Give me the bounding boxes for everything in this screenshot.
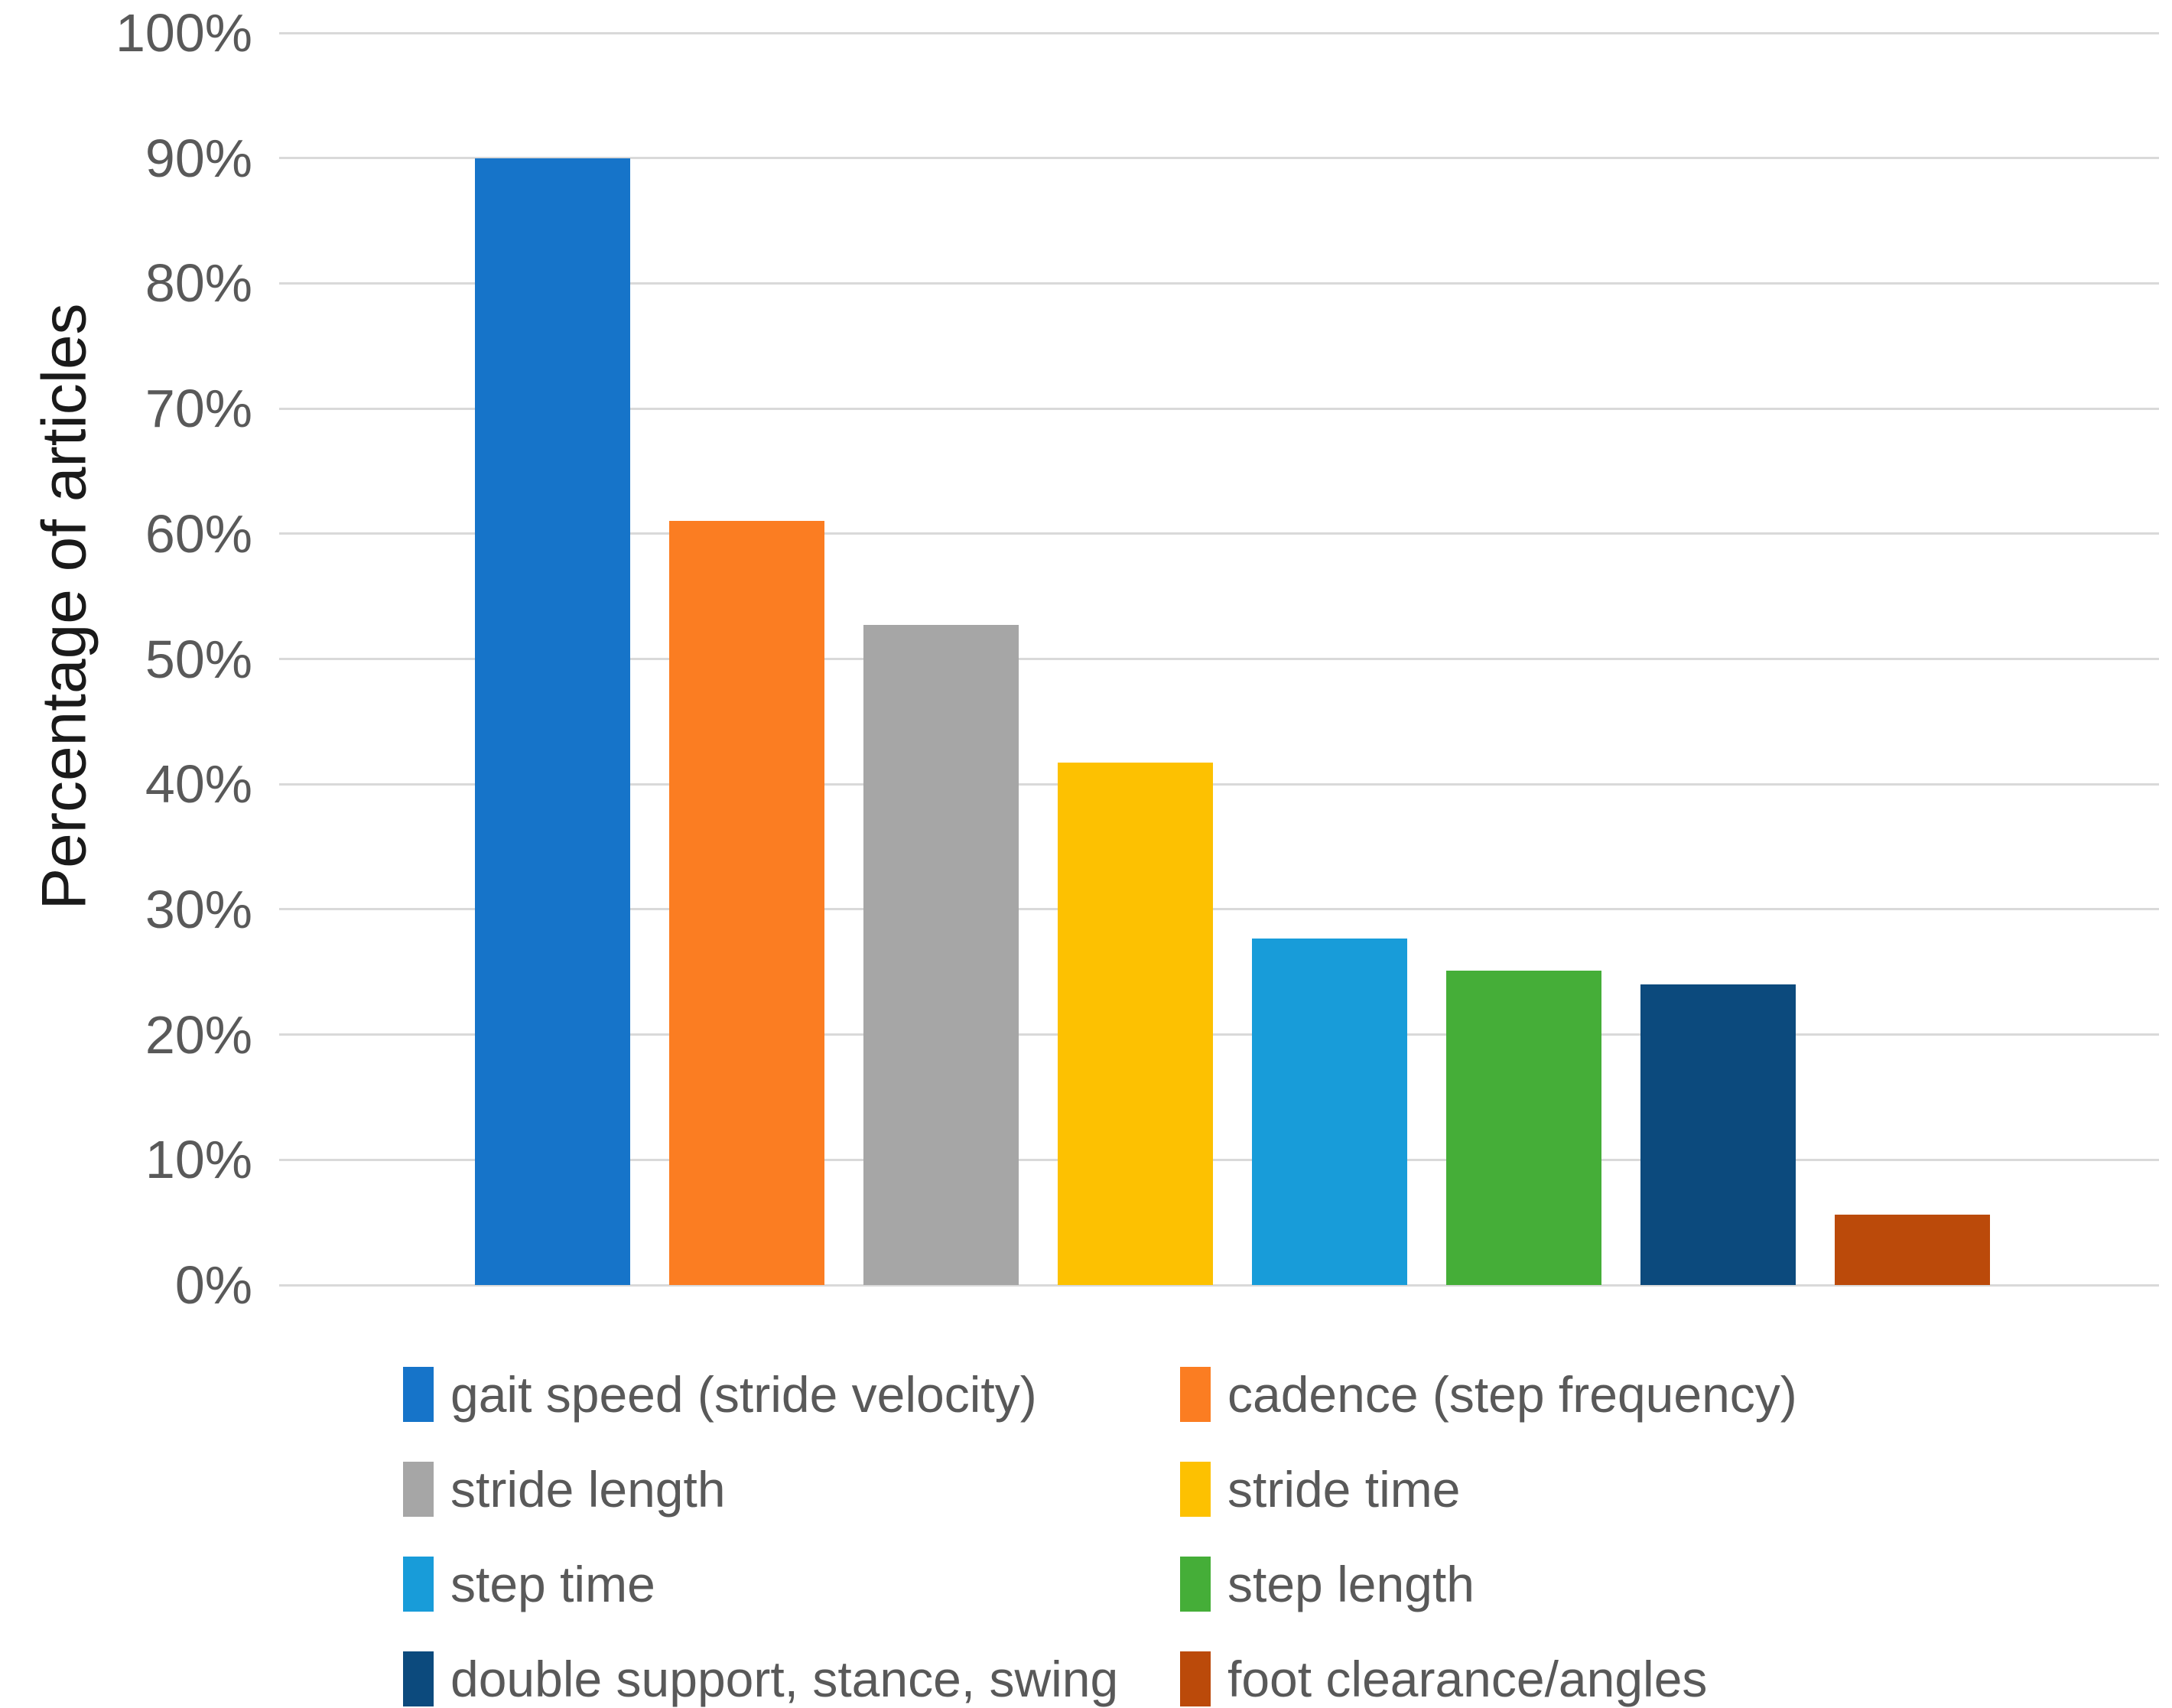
y-tick-label-0: 0% [174,1255,252,1315]
legend-swatch-gait-speed-stride-velocity [403,1367,434,1422]
y-tick-label-30: 30% [145,879,252,939]
legend-item-stride-time: stride time [1180,1455,1797,1524]
legend-item-stride-length: stride length [403,1455,1180,1524]
gridline-60 [279,532,2159,535]
legend-item-gait-speed-stride-velocity: gait speed (stride velocity) [403,1360,1180,1429]
bar-stride-length [863,625,1019,1285]
legend-swatch-double-support-stance-swing [403,1651,434,1706]
legend-label-stride-length: stride length [450,1461,726,1518]
legend-label-foot-clearance-angles: foot clearance/angles [1227,1651,1708,1707]
gridline-90 [279,157,2159,160]
legend-item-step-time: step time [403,1550,1180,1619]
legend-item-double-support-stance-swing: double support, stance, swing [403,1645,1180,1708]
y-tick-label-40: 40% [145,754,252,815]
bar-double-support-stance-swing [1640,984,1796,1285]
legend-swatch-stride-length [403,1462,434,1517]
y-tick-label-50: 50% [145,629,252,689]
y-tick-label-20: 20% [145,1004,252,1065]
bar-step-time [1252,938,1407,1285]
bar-cadence-step-frequency [669,521,824,1285]
bar-foot-clearance-angles [1835,1215,1990,1285]
legend-label-step-time: step time [450,1556,655,1612]
bar-step-length [1446,971,1601,1285]
legend-label-step-length: step length [1227,1556,1475,1612]
legend-swatch-foot-clearance-angles [1180,1651,1211,1706]
y-tick-label-100: 100% [115,3,252,63]
gridline-50 [279,658,2159,660]
bar-gait-speed-stride-velocity [475,158,630,1285]
gridline-80 [279,281,2159,285]
legend-item-cadence-step-frequency: cadence (step frequency) [1180,1360,1797,1429]
legend-label-double-support-stance-swing: double support, stance, swing [450,1651,1119,1707]
legend-swatch-stride-time [1180,1462,1211,1517]
legend: gait speed (stride velocity) cadence (ste… [403,1360,1797,1708]
legend-item-foot-clearance-angles: foot clearance/angles [1180,1645,1797,1708]
gridline-30 [279,908,2159,911]
gridline-20 [279,1033,2159,1036]
y-tick-label-80: 80% [145,253,252,314]
gridline-40 [279,782,2159,786]
plot-area [279,31,2159,1287]
gridline-70 [279,407,2159,410]
bars-container [475,33,1990,1285]
y-tick-label-60: 60% [145,503,252,564]
legend-label-cadence-step-frequency: cadence (step frequency) [1227,1366,1797,1423]
legend-item-step-length: step length [1180,1550,1797,1619]
y-tick-label-70: 70% [145,379,252,439]
legend-label-gait-speed-stride-velocity: gait speed (stride velocity) [450,1366,1037,1423]
gridline-10 [279,1158,2159,1161]
legend-swatch-cadence-step-frequency [1180,1367,1211,1422]
gridline-100 [279,31,2159,34]
bar-stride-time [1058,763,1213,1285]
y-tick-label-10: 10% [145,1130,252,1190]
legend-label-stride-time: stride time [1227,1461,1461,1518]
gridline-0 [279,1283,2159,1287]
legend-swatch-step-length [1180,1557,1211,1612]
y-tick-label-90: 90% [145,128,252,188]
legend-swatch-step-time [403,1557,434,1612]
